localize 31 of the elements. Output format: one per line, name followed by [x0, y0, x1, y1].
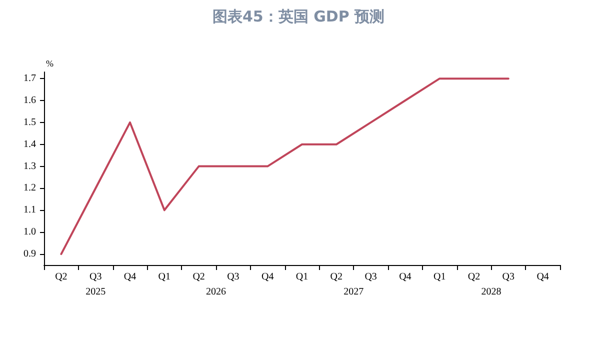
y-tick-label: 1.3: [24, 160, 36, 172]
x-tick-label: Q3: [227, 272, 240, 282]
text: 2027: [344, 286, 364, 298]
chart-title: 图表45：英国 GDP 预测: [212, 8, 385, 26]
text: 2026: [206, 286, 226, 298]
x-tick-label: Q3: [89, 272, 102, 282]
y-tick-label: 1.0: [24, 226, 36, 238]
x-tick-label: Q4: [261, 272, 274, 282]
x-tick-label: Q2: [468, 272, 480, 282]
x-tick-label: Q4: [124, 272, 136, 282]
y-tick-label: 1.2: [24, 182, 36, 194]
y-tick-label: 1.6: [24, 95, 36, 106]
x-tick-label: Q1: [158, 272, 171, 282]
x-tick-label: Q1: [433, 272, 446, 282]
x-tick-label: Q3: [502, 272, 515, 282]
x-tick-label: Q2: [192, 272, 205, 282]
y-tick-label: 1.7: [24, 73, 36, 84]
text: 2028: [481, 286, 502, 298]
y-tick-label: 0.9: [24, 248, 36, 260]
y-tick-label: 1.1: [24, 204, 36, 216]
x-tick-label: Q2: [55, 272, 68, 282]
x-tick-label: Q4: [536, 272, 549, 282]
text: 2025: [86, 286, 106, 298]
line-series: [60, 78, 510, 256]
y-axis-title: %: [46, 58, 54, 68]
x-tick-label: Q4: [399, 272, 412, 282]
x-tick-label: Q2: [330, 272, 343, 282]
y-tick-label: 1.4: [24, 138, 36, 150]
y-tick-label: 1.5: [24, 116, 36, 128]
x-tick-label: Q1: [296, 272, 308, 282]
x-tick-label: Q3: [364, 272, 377, 282]
